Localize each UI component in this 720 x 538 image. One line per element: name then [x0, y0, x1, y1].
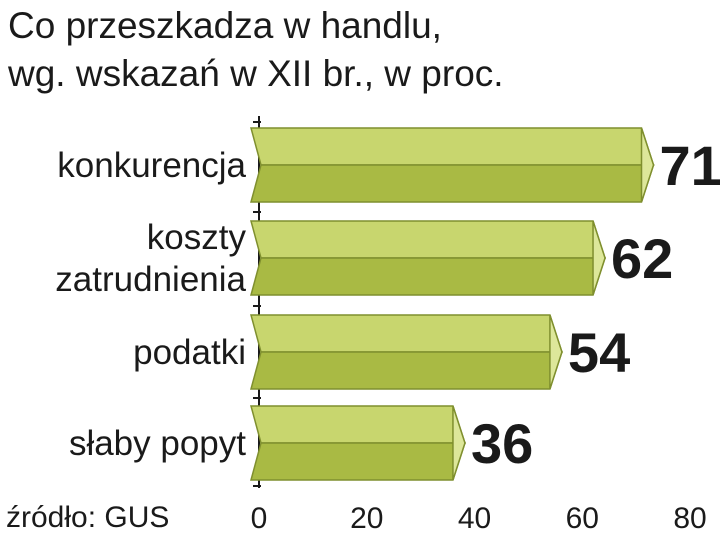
bar-value-label: 54 — [568, 321, 630, 384]
x-tick-label: 20 — [350, 502, 383, 535]
bar-value-label: 71 — [660, 134, 720, 197]
x-tick-label: 60 — [566, 502, 599, 535]
bar-tip — [549, 314, 563, 390]
chart-title-line-1: Co przeszkadza w handlu, — [8, 5, 442, 46]
chart-title-line-2: wg. wskazań w XII br., w proc. — [8, 53, 504, 94]
bar-bottom-face — [250, 442, 466, 481]
category-label: konkurencja — [57, 146, 246, 185]
bar-top-face — [250, 405, 466, 444]
bar-top-face — [250, 127, 655, 166]
bar-tip — [592, 220, 606, 296]
bar-bottom-face — [250, 257, 607, 296]
bar-value-label: 36 — [471, 412, 533, 475]
x-tick-label: 40 — [458, 502, 491, 535]
category-label: zatrudnienia — [55, 260, 246, 299]
bar-tip — [640, 127, 655, 203]
chart-title: Co przeszkadza w handlu, wg. wskazań w X… — [8, 2, 708, 98]
category-label: podatki — [133, 333, 246, 372]
bar-bottom-face — [250, 164, 655, 203]
source-note: źródło: GUS — [6, 501, 170, 534]
category-label: koszty — [147, 218, 247, 257]
category-label: słaby popyt — [69, 424, 246, 463]
bar-top-face — [250, 314, 563, 353]
x-tick-label: 80 — [673, 502, 706, 535]
bar-tip — [452, 405, 466, 481]
x-tick-label: 0 — [251, 502, 268, 535]
bar-bottom-face — [250, 351, 563, 390]
bar-top-face — [250, 220, 607, 259]
bar-value-label: 62 — [611, 227, 673, 290]
